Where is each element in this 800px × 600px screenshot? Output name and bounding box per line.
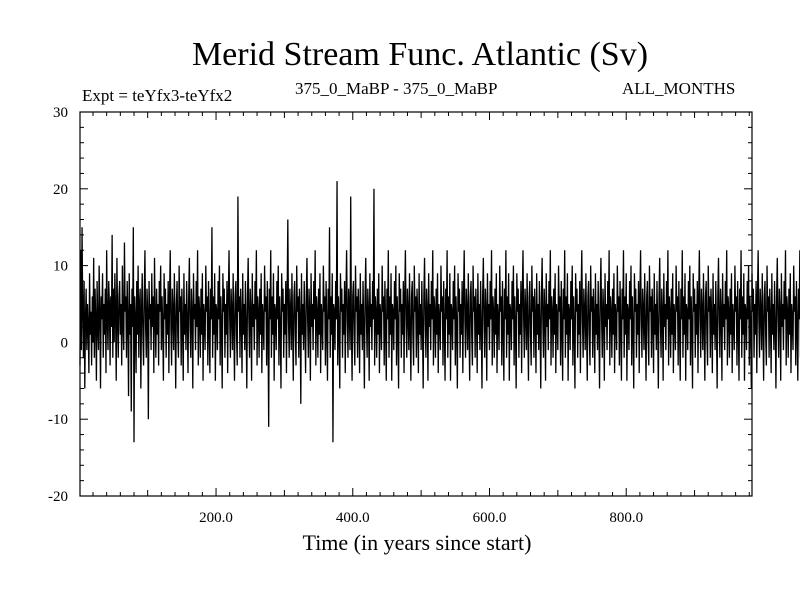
x-tick-label: 800.0 [609,510,643,526]
x-tick-label: 400.0 [336,510,370,526]
experiment-label: Expt = teYfx3-teYfx2 [82,86,233,105]
x-tick-label: 600.0 [473,510,507,526]
plot-frame [79,111,753,497]
y-tick-label: 30 [53,105,68,121]
y-tick-label: 10 [53,259,68,275]
y-tick-label: -10 [48,412,68,428]
months-label: ALL_MONTHS [622,79,736,98]
y-tick-label: -20 [48,489,68,505]
x-tick-label: 200.0 [199,510,233,526]
chart-title: Merid Stream Func. Atlantic (Sv) [191,36,649,73]
y-tick-label: 0 [61,335,69,351]
x-axis-title: Time (in years since start) [302,530,532,555]
period-label: 375_0_MaBP - 375_0_MaBP [295,79,498,98]
series-line [79,181,800,443]
y-tick-label: 20 [53,182,68,198]
